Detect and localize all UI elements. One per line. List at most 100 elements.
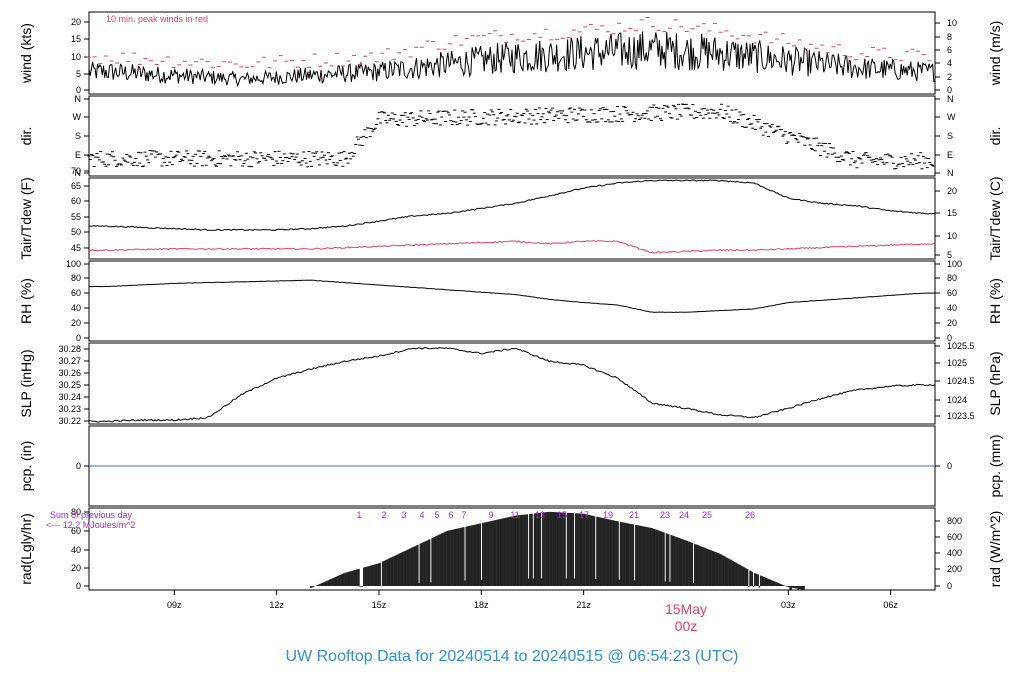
xtick-label: 21z [576, 600, 591, 610]
ytick-label-right: 60 [947, 288, 957, 298]
series-line-pressure-0 [89, 346, 936, 423]
ylabel-right: Tair/Tdew (C) [987, 176, 1003, 260]
ytick-label-left: 10 [71, 52, 81, 62]
ytick-label-left: 70 [71, 166, 81, 176]
cumulative-hour-label: 9 [488, 510, 493, 520]
ytick-label-right: 40 [947, 303, 957, 313]
ytick-label-left: 100 [66, 259, 81, 269]
ytick-label-right: 10 [947, 18, 957, 28]
ylabel-left: SLP (inHg) [18, 349, 34, 417]
ytick-label-right: 400 [947, 548, 962, 558]
radiation-annotation-line-2: <--- 12.2 MJoules/m^2 [46, 520, 136, 530]
xtick-label: 09z [167, 600, 182, 610]
ytick-label-left: S [75, 131, 81, 141]
ytick-label-right: 1024 [947, 395, 967, 405]
xtick-label: 03z [781, 600, 796, 610]
ytick-label-left: 30.26 [58, 368, 81, 378]
ytick-label-left: 0 [76, 461, 81, 471]
day-marker-hour: 00z [675, 618, 698, 634]
cumulative-hour-label: 26 [745, 510, 755, 520]
cumulative-hour-label: 25 [702, 510, 712, 520]
panel-rh: RH (%) RH (%) 0 20 40 60 80 100 0 20 40 60 80 100 [18, 259, 1003, 343]
ytick-label-right: 1024.5 [947, 376, 975, 386]
cumulative-hour-label: 21 [629, 510, 639, 520]
ylabel-right: dir. [987, 127, 1003, 146]
panel-frame [88, 95, 936, 177]
ytick-label-right: 0 [947, 333, 952, 343]
ylabel-left: RH (%) [18, 278, 34, 324]
ytick-label-right: 80 [947, 273, 957, 283]
ytick-label-left: 30.23 [58, 404, 81, 414]
ytick-label-right: 4 [947, 58, 952, 68]
series-line-temperature-0 [88, 179, 936, 232]
cumulative-hour-label: 11 [510, 510, 519, 520]
ytick-label-left: 5 [76, 69, 81, 79]
ylabel-left: Tair/Tdew (F) [18, 177, 34, 259]
cumulative-hour-label: 15 [557, 510, 567, 520]
ytick-label-right: W [947, 112, 956, 122]
cumulative-hour-label: 23 [660, 510, 670, 520]
ytick-label-right: 20 [947, 318, 957, 328]
cumulative-hour-label: 4 [419, 510, 424, 520]
panel-frame [88, 11, 936, 95]
ylabel-right: wind (m/s) [987, 21, 1003, 87]
series-line-temperature-1 [88, 240, 936, 254]
xtick-label: 12z [269, 600, 284, 610]
ytick-label-left: N [75, 168, 82, 178]
ytick-label-left: 80 [71, 507, 81, 517]
panel-frame [88, 177, 936, 260]
cumulative-hour-label: 6 [448, 510, 453, 520]
ytick-label-right: E [947, 150, 953, 160]
cumulative-hour-label: 24 [679, 510, 689, 520]
ytick-label-left: 20 [71, 17, 81, 27]
ytick-label-left: 40 [71, 545, 81, 555]
ytick-label-right: 6 [947, 45, 952, 55]
ytick-label-right: 15 [947, 208, 957, 218]
panel-precipitation: pcp. (in) pcp. (mm) 0 0 [18, 425, 1003, 507]
peak-wind-annotation: 10 min. peak winds in red [106, 14, 208, 24]
ytick-label-left: 30.25 [58, 380, 81, 390]
panel-frame [88, 260, 936, 342]
ytick-label-right: 5 [947, 250, 952, 260]
ylabel-left: wind (kts) [18, 23, 34, 84]
ytick-label-left: 80 [71, 273, 81, 283]
ytick-label-right: 1023.5 [947, 411, 975, 421]
ytick-label-right: 100 [947, 259, 962, 269]
radiation-annotation-line-1: Sum of previous day [50, 510, 133, 520]
panel-radiation: rad(Lgly/hr) rad (W/m^2)02040608002004006… [18, 507, 1003, 591]
ytick-label-left: 0 [76, 333, 81, 343]
ytick-label-right: 10 [947, 231, 957, 241]
ytick-label-right: N [947, 168, 954, 178]
ytick-label-left: N [75, 94, 82, 104]
panel-temperature: Tair/Tdew (F) Tair/Tdew (C) 45 50 55 60 65 70 5 1… [18, 166, 1003, 261]
ylabel-left: pcp. (in) [18, 441, 34, 492]
ytick-label-left: 30.24 [58, 392, 81, 402]
ytick-label-left: 0 [76, 85, 81, 95]
ytick-label-right: 0 [947, 461, 952, 471]
panel-wind: wind (kts) wind (m/s) 0 5 10 15 20 0 2 4 6 8 10 10 mi… [18, 11, 1003, 95]
ytick-label-left: W [73, 112, 82, 122]
ytick-label-left: 40 [71, 303, 81, 313]
series-line-wind [88, 31, 936, 88]
ytick-label-right: 1025 [947, 358, 967, 368]
cumulative-hour-label: 3 [401, 510, 406, 520]
series-line-rh-0 [88, 279, 936, 313]
cumulative-hour-label: 17 [579, 510, 589, 520]
ytick-label-right: S [947, 131, 953, 141]
cumulative-hour-label: 5 [434, 510, 439, 520]
ytick-label-left: 60 [71, 288, 81, 298]
cumulative-hour-label: 19 [603, 510, 613, 520]
ylabel-right: SLP (hPa) [987, 351, 1003, 415]
xtick-label: 18z [474, 600, 489, 610]
ytick-label-right: N [947, 94, 954, 104]
ytick-label-right: 0 [947, 581, 952, 591]
ytick-label-left: 55 [71, 212, 81, 222]
ytick-label-right: 800 [947, 516, 962, 526]
cumulative-hour-label: 7 [461, 510, 466, 520]
ytick-label-left: 0 [76, 581, 81, 591]
ylabel-right: pcp. (mm) [987, 435, 1003, 498]
ytick-label-left: 60 [71, 196, 81, 206]
